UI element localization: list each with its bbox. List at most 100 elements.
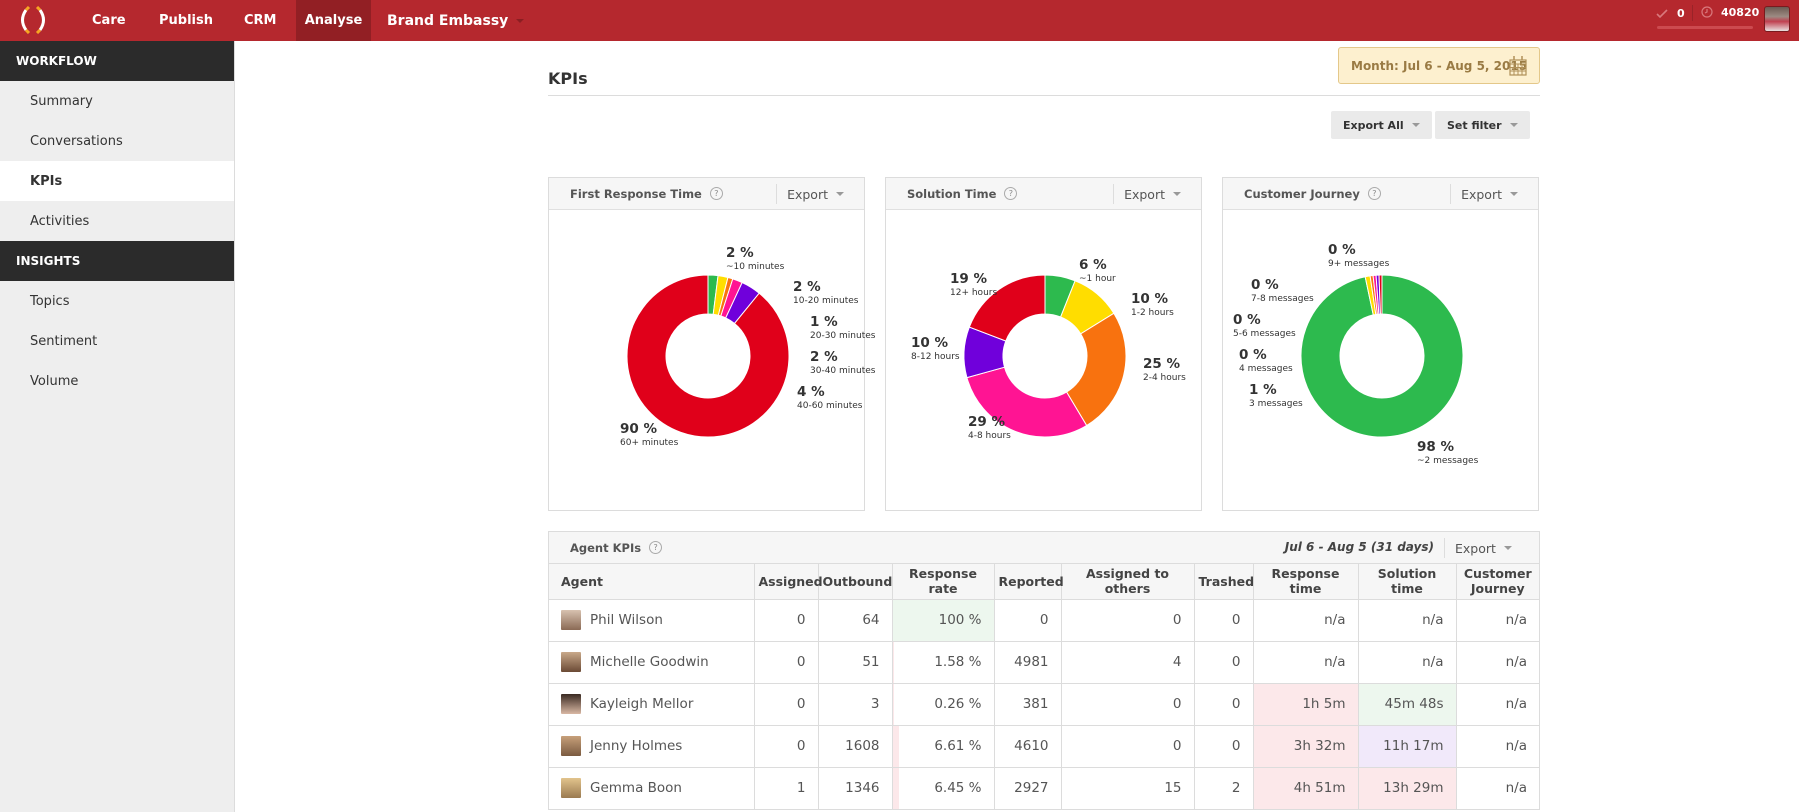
export-button[interactable]: Export [776,184,864,204]
column-header-reported[interactable]: Reported [994,564,1064,600]
calendar-icon [1509,56,1527,76]
nav-care[interactable]: Care [92,13,126,28]
export-button[interactable]: Export [1113,184,1201,204]
export-button[interactable]: Export [1450,184,1538,204]
table-row[interactable]: Jenny Holmes 0 1608 6.61 % 4610 0 0 3h 32m 11h 1… [549,725,1539,768]
nav-publish[interactable]: Publish [159,13,213,28]
agent-avatar [561,694,581,714]
donut-slice-12-hours[interactable] [968,274,1046,342]
date-range-picker[interactable]: Month: Jul 6 - Aug 5, 2015 [1338,47,1540,84]
export-label: Export [1124,186,1165,202]
nav-crm[interactable]: CRM [244,13,277,28]
customer-journey-donut-chart [1300,274,1464,438]
slice-label: 1 % 20-30 minutes [810,314,876,341]
check-icon [1656,9,1668,19]
help-icon[interactable]: ? [709,187,723,200]
table-row[interactable]: Michelle Goodwin 0 51 1.58 % 4981 4 0 n/a n/a n/a [549,641,1539,684]
set-filter-button[interactable]: Set filter [1435,111,1530,139]
agent-cell[interactable]: Gemma Boon [549,767,755,810]
response-time-cell: n/a [1253,599,1359,642]
app-logo-icon[interactable] [16,6,50,34]
slice-label: 0 % 9+ messages [1328,242,1390,269]
agent-name[interactable]: Phil Wilson [590,612,663,628]
response-rate-cell: 100 % [892,599,995,642]
agent-name[interactable]: Gemma Boon [590,780,682,796]
trashed-cell: 2 [1194,767,1254,810]
table-row[interactable]: Phil Wilson 0 64 100 % 0 0 0 n/a n/a n/a [549,599,1539,642]
first-response-donut-chart [626,274,790,438]
column-header-response-time[interactable]: Response time [1253,564,1359,600]
table-row[interactable]: Kayleigh Mellor 0 3 0.26 % 381 0 0 1h 5m 45m 48s… [549,683,1539,726]
export-all-button[interactable]: Export All [1331,111,1432,139]
help-icon[interactable]: ? [1004,187,1018,200]
agent-cell[interactable]: Kayleigh Mellor [549,683,755,726]
card-title: Customer Journey [1244,186,1360,201]
column-header-outbound[interactable]: Outbound [818,564,893,600]
sidebar-section-workflow: WORKFLOW [0,41,234,81]
agent-name[interactable]: Jenny Holmes [590,738,683,754]
sidebar-item-kpis[interactable]: KPIs [0,161,234,201]
column-header-solution-time[interactable]: Solution time [1358,564,1457,600]
clock-count[interactable]: 40820 [1721,6,1760,19]
sidebar-item-summary[interactable]: Summary [30,93,93,109]
outbound-cell: 51 [818,641,893,684]
chevron-down-icon [1510,192,1518,196]
column-header-assigned-to-others[interactable]: Assigned to others [1061,564,1195,600]
agent-cell[interactable]: Jenny Holmes [549,725,755,768]
assigned-to-others-cell: 0 [1061,599,1195,642]
agent-cell[interactable]: Phil Wilson [549,599,755,642]
user-avatar[interactable] [1764,6,1790,32]
progress-bar [1657,26,1753,29]
nav-analyse[interactable]: Analyse [296,0,371,41]
reported-cell: 4610 [994,725,1062,768]
chevron-down-icon [1503,546,1512,550]
agent-avatar [561,652,581,672]
sidebar-item-activities[interactable]: Activities [30,213,90,229]
response-rate-bar [892,641,895,683]
table-row[interactable]: Gemma Boon 1 1346 6.45 % 2927 15 2 4h 51m 13h 29… [549,767,1539,810]
customer-journey-cell: n/a [1456,725,1539,768]
customer-journey-cell: n/a [1456,767,1539,810]
column-header-response-rate[interactable]: Response rate [892,564,995,600]
sidebar-item-topics[interactable]: Topics [30,293,70,309]
card-title: First Response Time [570,186,702,201]
donut-slice-60-minutes[interactable] [626,274,790,438]
assigned-cell: 1 [754,767,819,810]
card-title: Solution Time [907,186,997,201]
response-time-cell: 4h 51m [1253,767,1359,810]
sidebar-item-volume[interactable]: Volume [30,373,79,389]
assigned-to-others-cell: 0 [1061,725,1195,768]
slice-label: 1 % 3 messages [1249,382,1303,409]
donut-slice-4-8-hours[interactable] [966,366,1088,438]
slice-label: 6 % ~1 hour [1079,257,1116,284]
sidebar-item-sentiment[interactable]: Sentiment [30,333,98,349]
column-header-assigned[interactable]: Assigned [754,564,823,600]
donut-slice--2-messages[interactable] [1300,274,1464,438]
brand-selector[interactable]: Brand Embassy [373,0,538,41]
slice-label: 10 % 1-2 hours [1131,291,1174,318]
slice-label: 10 % 8-12 hours [911,335,960,362]
donut-slice-9-messages[interactable] [1378,274,1383,315]
check-count[interactable]: 0 [1677,7,1685,20]
chevron-down-icon [1509,123,1518,127]
column-header-trashed[interactable]: Trashed [1194,564,1254,600]
agent-name[interactable]: Michelle Goodwin [590,654,709,670]
response-rate-value: 6.61 % [934,738,982,754]
donut-slice-2-4-hours[interactable] [1065,312,1127,427]
chevron-down-icon [836,192,844,196]
column-header-agent[interactable]: Agent [549,564,755,600]
sidebar-item-conversations[interactable]: Conversations [30,133,123,149]
agent-cell[interactable]: Michelle Goodwin [549,641,755,684]
solution-time-cell: n/a [1358,641,1457,684]
help-icon[interactable]: ? [649,541,663,554]
column-header-customer-journey[interactable]: Customer Journey [1456,564,1539,600]
agent-name[interactable]: Kayleigh Mellor [590,696,694,712]
slice-label: 25 % 2-4 hours [1143,356,1186,383]
assigned-to-others-cell: 0 [1061,683,1195,726]
help-icon[interactable]: ? [1367,187,1381,200]
export-button[interactable]: Export [1444,538,1539,558]
response-time-cell: 3h 32m [1253,725,1359,768]
response-rate-bar [892,725,900,767]
sidebar-section-insights: INSIGHTS [0,241,234,281]
slice-label: 0 % 7-8 messages [1251,277,1314,304]
